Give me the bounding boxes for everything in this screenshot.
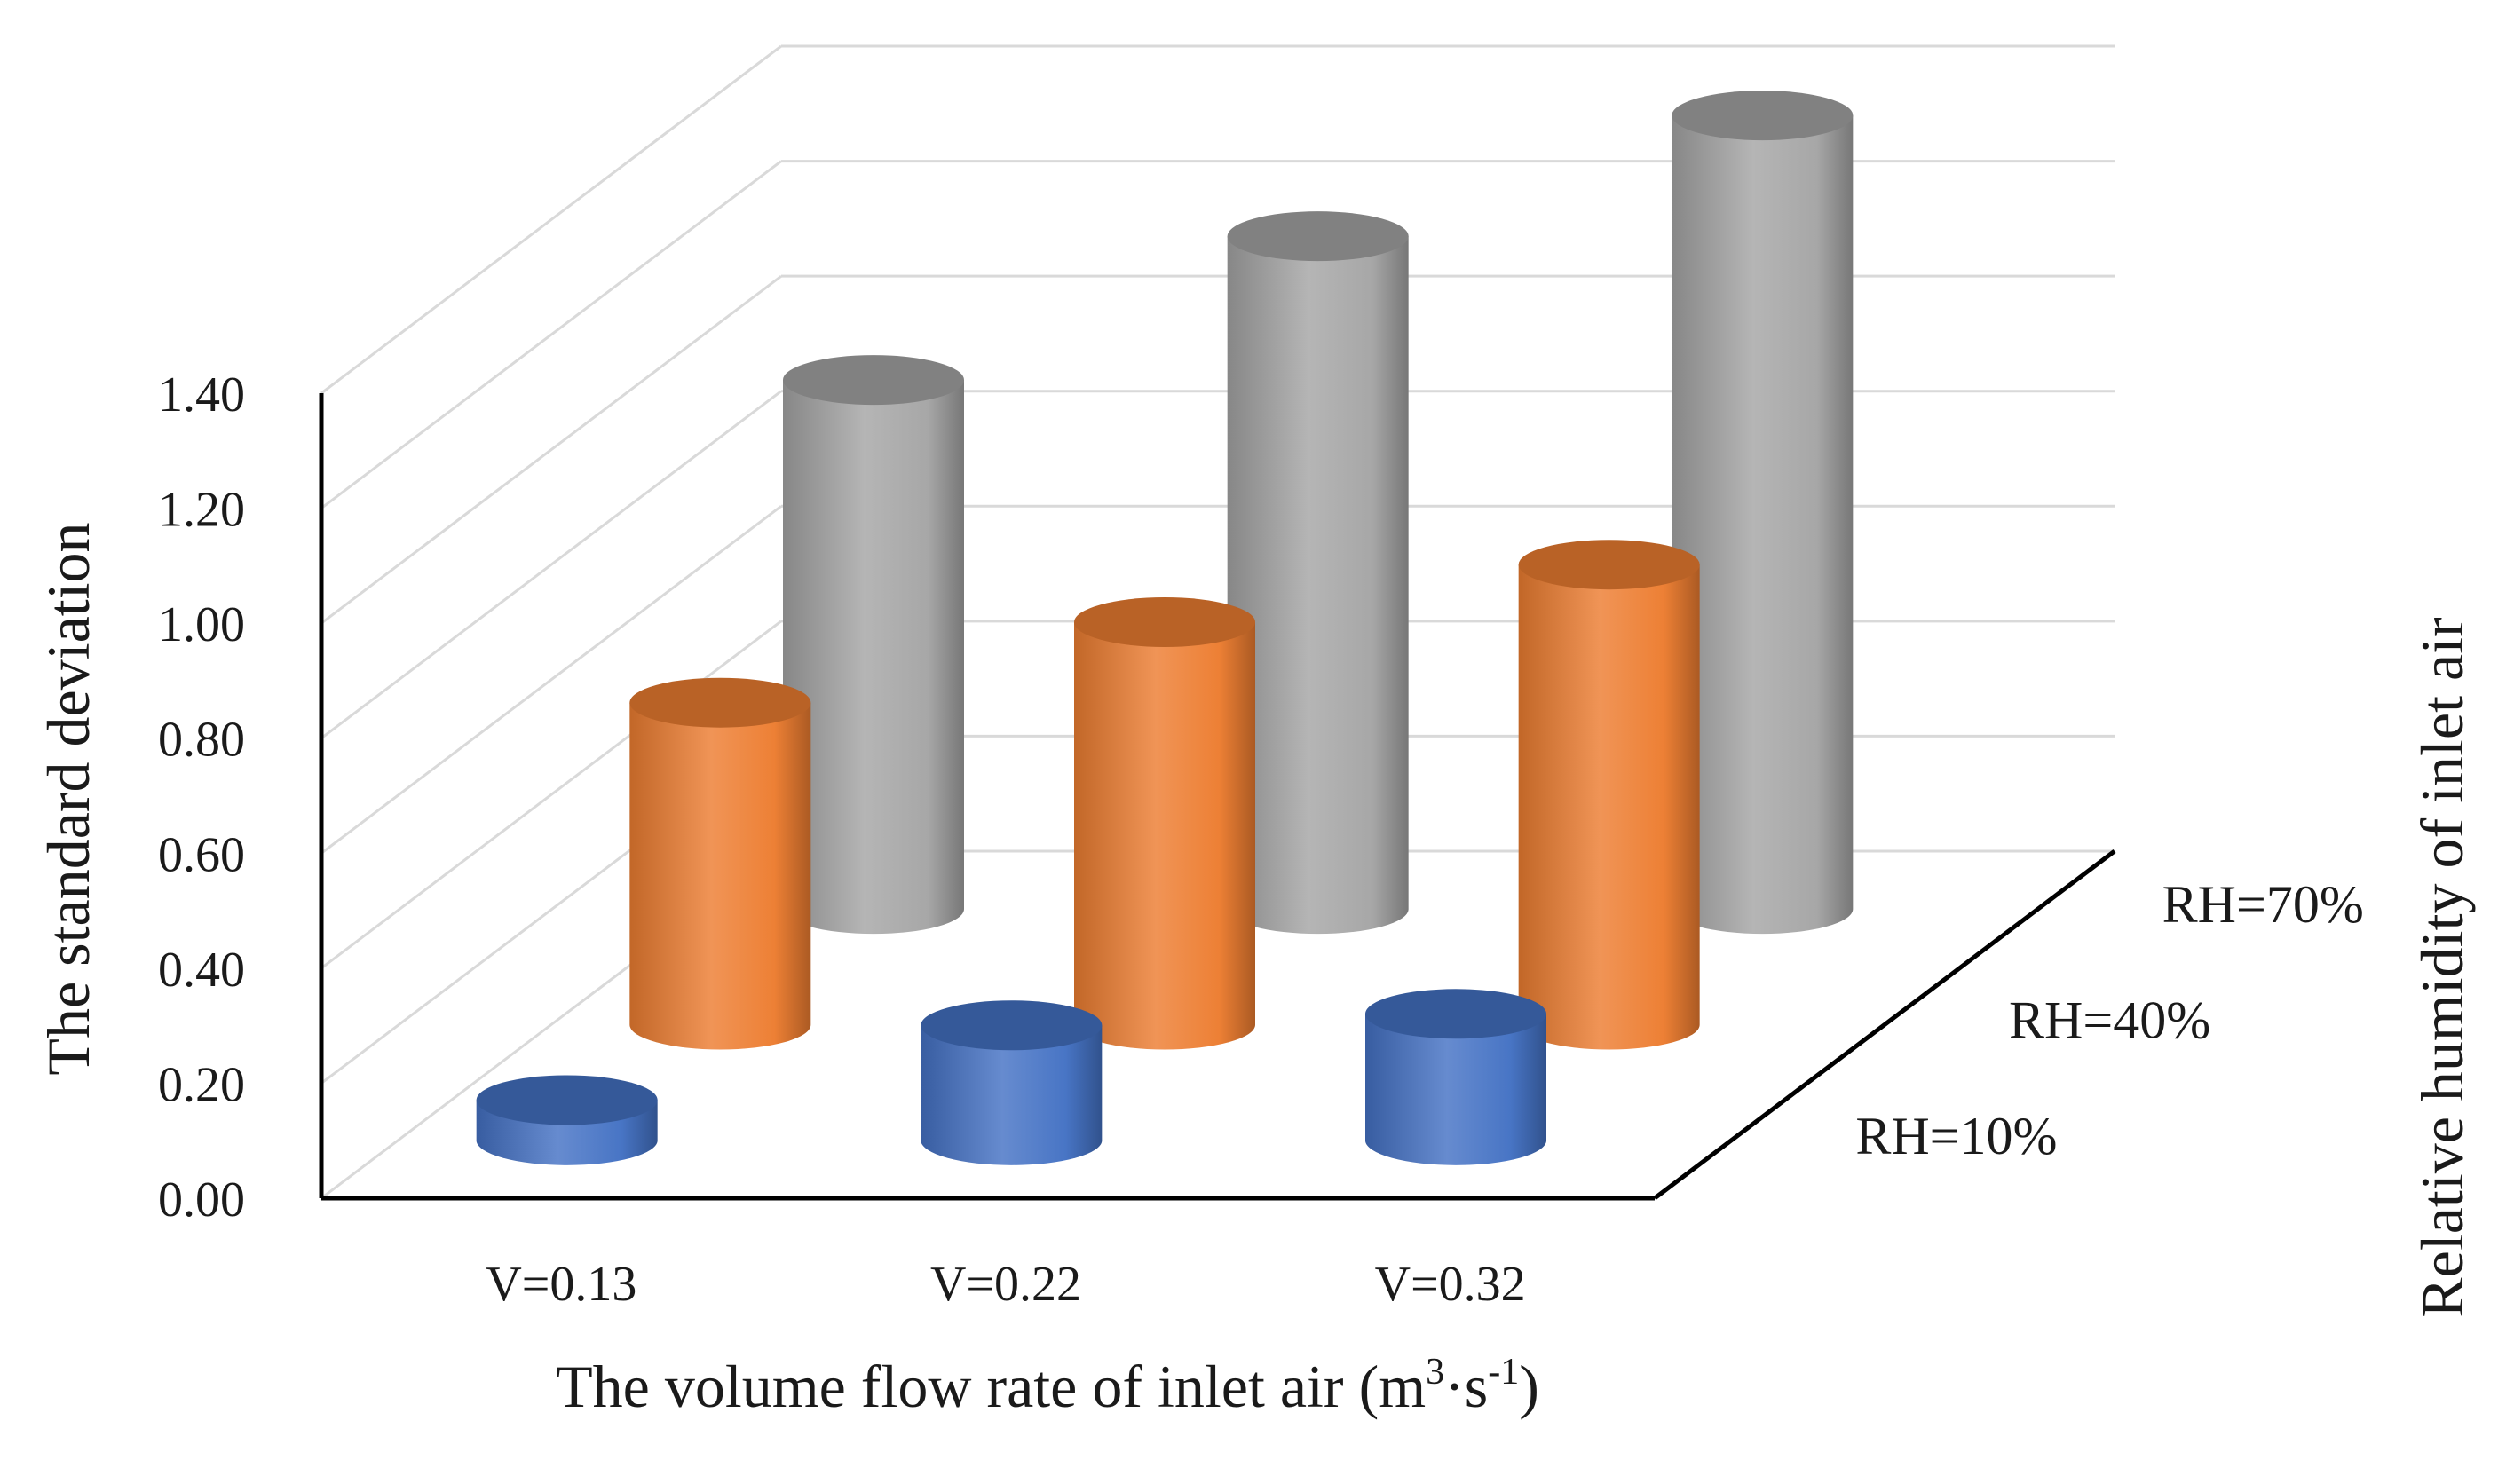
- bar-body: [1518, 564, 1700, 1050]
- axes: [319, 393, 2116, 1201]
- bar-top: [629, 677, 811, 728]
- y-tick-label: 1.00: [158, 597, 245, 652]
- y-tick-label: 1.40: [158, 367, 245, 422]
- bar-top: [921, 1000, 1103, 1051]
- bar-body: [1074, 622, 1255, 1050]
- y-tick-label: 0.40: [158, 943, 245, 998]
- gridline-side: [320, 505, 782, 855]
- bar-body: [1227, 236, 1409, 935]
- bar-body: [1365, 1014, 1546, 1165]
- z-axis-title: Relative humidity of inlet air: [2408, 617, 2476, 1318]
- bar: [1518, 540, 1700, 1050]
- bar: [921, 1000, 1103, 1165]
- bar: [1227, 211, 1409, 935]
- bar-body: [1672, 115, 1854, 935]
- gridline-side: [320, 274, 782, 625]
- x-axis-title-sup2: -1: [1488, 1352, 1519, 1393]
- bar: [1074, 597, 1255, 1050]
- x-axis-title-middle: ·s: [1444, 1353, 1488, 1420]
- bar: [629, 677, 811, 1050]
- y-tick-label: 0.80: [158, 713, 245, 768]
- x-axis-title-prefix: The volume flow rate of inlet air (m: [556, 1353, 1426, 1420]
- category-label: V=0.13: [486, 1257, 636, 1312]
- depth-axis-line: [1653, 849, 2116, 1200]
- series-label: RH=40%: [2009, 991, 2210, 1050]
- x-axis-title: The volume flow rate of inlet air (m3·s-…: [556, 1352, 1539, 1420]
- gridline-side: [320, 44, 782, 395]
- bar-top: [1672, 91, 1854, 141]
- bar-top: [1365, 989, 1546, 1039]
- bar-top: [1518, 540, 1700, 590]
- bar: [783, 355, 964, 935]
- y-tick-label: 0.00: [158, 1172, 245, 1227]
- category-label: V=0.22: [930, 1257, 1081, 1312]
- category-label: V=0.32: [1375, 1257, 1526, 1312]
- x-axis-title-suffix: ): [1519, 1353, 1539, 1420]
- category-labels: V=0.13 V=0.22 V=0.32: [486, 1257, 1525, 1312]
- bar-top: [1074, 597, 1255, 647]
- bar-body: [921, 1025, 1103, 1165]
- gridlines: [320, 44, 2115, 1200]
- bars: [476, 91, 1854, 1165]
- bar-body: [629, 702, 811, 1050]
- gridline-side: [320, 160, 782, 509]
- bar-top: [783, 355, 964, 406]
- y-tick-label: 1.20: [158, 483, 245, 538]
- bar: [476, 1075, 658, 1165]
- bar-top: [1227, 211, 1409, 262]
- y-tick-label: 0.60: [158, 827, 245, 882]
- bar-top: [476, 1075, 658, 1125]
- y-tick-label: 0.20: [158, 1057, 245, 1112]
- bar: [1672, 91, 1854, 935]
- series-label: RH=70%: [2162, 875, 2364, 934]
- bar-body: [783, 380, 964, 935]
- y-axis-title: The standard deviation: [35, 522, 102, 1075]
- series-label: RH=10%: [1855, 1107, 2057, 1165]
- bar: [1365, 989, 1546, 1165]
- gridline-side: [320, 390, 782, 739]
- y-tick-labels: 0.00 0.20 0.40 0.60 0.80 1.00 1.20 1.40: [158, 367, 245, 1227]
- series-depth-labels: RH=10% RH=40% RH=70%: [1855, 875, 2364, 1165]
- x-axis-title-sup1: 3: [1426, 1352, 1444, 1393]
